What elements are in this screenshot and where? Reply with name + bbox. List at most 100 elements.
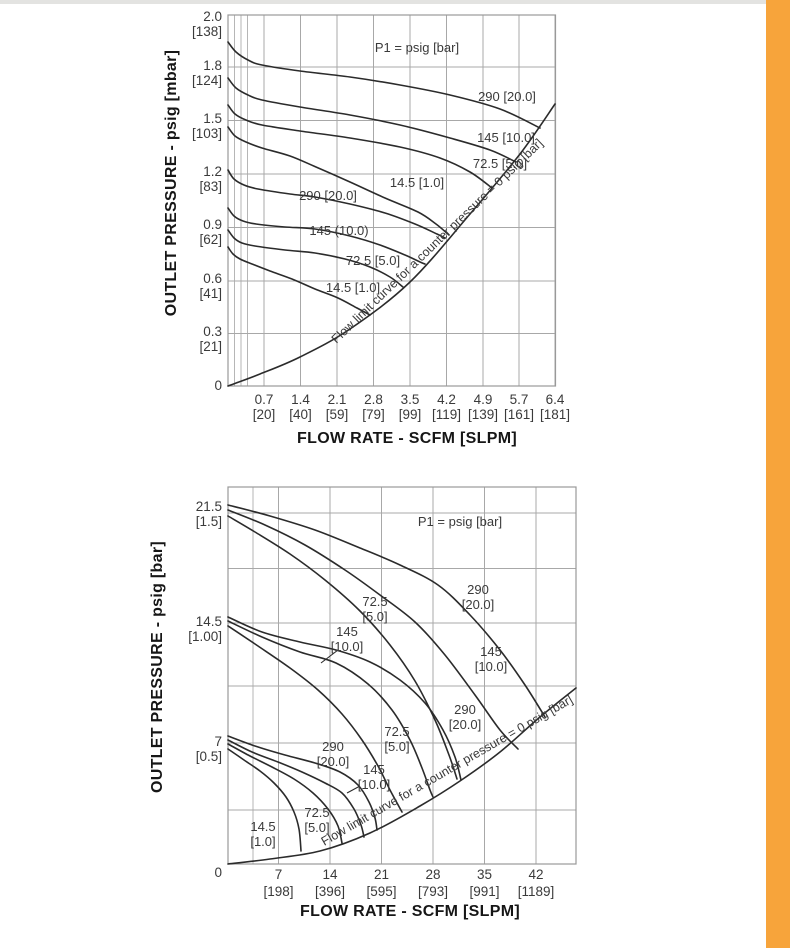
y-tick-label: 1.2 <box>203 164 222 179</box>
x-tick-label: 28 <box>425 867 440 882</box>
y-tick-label-alt: [124] <box>192 73 222 88</box>
y-tick-label: 0.9 <box>203 217 222 232</box>
curve-72.5-set21 <box>227 515 458 780</box>
x-tick-label: 35 <box>477 867 492 882</box>
label-145-lower: 145 (10.0) <box>309 223 368 238</box>
x-tick-label-alt: [181] <box>540 407 570 422</box>
x-tick-label-alt: [139] <box>468 407 498 422</box>
label-290-set7-line2: [20.0] <box>317 754 350 769</box>
y-tick-label-alt: [83] <box>199 179 222 194</box>
label-14.5-set7: 14.5 [1.0] <box>250 819 275 849</box>
y-tick-label: 0.6 <box>203 271 222 286</box>
curve-290-upper <box>227 41 541 129</box>
plot-frame <box>227 14 557 387</box>
curve-145-set21 <box>227 509 519 750</box>
label-14.5-set7-line2: [1.0] <box>250 834 275 849</box>
label-290-set21-line1: 290 <box>467 582 489 597</box>
y-axis-title: OUTLET PRESSURE - psig [bar] <box>149 541 166 793</box>
flow-limit-annotation: Flow limit curve for a counter pressure … <box>319 692 575 848</box>
y-tick-label: 21.5 <box>196 499 222 514</box>
curve-72.5-set14 <box>227 625 403 813</box>
x-tick-label-alt: [991] <box>469 884 499 899</box>
curve-flow-limit <box>227 687 577 865</box>
label-290-set7: 290 [20.0] <box>317 739 350 769</box>
label-72.5-lower: 72.5 [5.0] <box>346 253 400 268</box>
accent-stripe <box>766 0 790 948</box>
p1-legend: P1 = psig [bar] <box>418 514 502 529</box>
curve-145-lower <box>227 207 426 265</box>
label-145-set21-line2: [10.0] <box>475 659 508 674</box>
y-tick-label-alt: [62] <box>199 232 222 247</box>
x-tick-label: 14 <box>322 867 338 882</box>
y-tick-label-alt: [1.00] <box>188 629 222 644</box>
y-tick-label-alt: [1.5] <box>196 514 222 529</box>
label-290-set21: 290 [20.0] <box>462 582 495 612</box>
curve-14.5-lower <box>227 246 371 316</box>
y-tick-label: 7 <box>214 734 222 749</box>
x-tick-label: 2.8 <box>364 392 383 407</box>
label-145-set14-line1: 145 <box>336 624 358 639</box>
curve-72.5-upper <box>227 104 493 189</box>
x-tick-label: 21 <box>374 867 389 882</box>
x-tick-label: 5.7 <box>510 392 529 407</box>
x-tick-label-alt: [119] <box>432 407 461 422</box>
y-axis-title: OUTLET PRESSURE - psig [mbar] <box>163 50 180 317</box>
x-axis-title: FLOW RATE - SCFM [SLPM] <box>300 903 520 920</box>
y-tick-label: 1.8 <box>203 58 222 73</box>
curve-290-set7 <box>227 735 378 831</box>
curve-145-set7 <box>227 739 365 838</box>
y-tick-label-alt: [103] <box>192 126 222 141</box>
label-leader-line <box>320 649 339 664</box>
label-72.5-set21-line2: [5.0] <box>362 609 387 624</box>
x-tick-label-alt: [161] <box>504 407 534 422</box>
x-tick-label-alt: [99] <box>399 407 422 422</box>
x-tick-label: 42 <box>528 867 543 882</box>
label-290-set21-line2: [20.0] <box>462 597 495 612</box>
x-tick-label-alt: [595] <box>366 884 396 899</box>
label-72.5-set7-line2: [5.0] <box>304 820 329 835</box>
label-145-set14: 145 [10.0] <box>331 624 364 654</box>
x-tick-label: 4.2 <box>437 392 456 407</box>
x-axis-title: FLOW RATE - SCFM [SLPM] <box>297 430 517 447</box>
p1-legend: P1 = psig [bar] <box>375 40 459 55</box>
x-tick-label-alt: [396] <box>315 884 345 899</box>
x-tick-label-alt: [79] <box>362 407 385 422</box>
x-tick-label: 4.9 <box>474 392 493 407</box>
label-290-set14-line2: [20.0] <box>449 717 482 732</box>
label-145-set21: 145 [10.0] <box>475 644 508 674</box>
label-72.5-set7-line1: 72.5 <box>304 805 329 820</box>
x-tick-label-alt: [1189] <box>518 884 555 899</box>
y-tick-label: 1.5 <box>203 111 222 126</box>
label-290-set7-line1: 290 <box>322 739 344 754</box>
x-tick-label: 2.1 <box>328 392 347 407</box>
x-tick-label-alt: [59] <box>326 407 349 422</box>
curve-290-set21 <box>227 504 546 718</box>
label-72.5-set21: 72.5 [5.0] <box>362 594 387 624</box>
curve-290-lower <box>227 169 446 239</box>
label-290-lower: 290 [20.0] <box>299 188 357 203</box>
label-290-set14: 290 [20.0] <box>449 702 482 732</box>
label-72.5-set14: 72.5 [5.0] <box>384 724 409 754</box>
label-145-set7-line2: [10.0] <box>358 777 391 792</box>
y-tick-label: 2.0 <box>203 9 222 24</box>
curve-145-upper <box>227 77 517 163</box>
x-tick-label: 6.4 <box>546 392 565 407</box>
x-tick-label: 1.4 <box>291 392 310 407</box>
x-tick-label-alt: [198] <box>263 884 293 899</box>
label-72.5-upper: 72.5 [5.0] <box>473 156 527 171</box>
y-tick-label-alt: [21] <box>199 339 222 354</box>
flow-limit-annotation: Flow limit curve for a counter pressure … <box>329 136 546 346</box>
label-145-set14-line2: [10.0] <box>331 639 364 654</box>
x-tick-label-alt: [40] <box>289 407 312 422</box>
curve-flow-limit <box>227 103 556 387</box>
label-145-set7: 145 [10.0] <box>358 762 391 792</box>
label-290-set14-line1: 290 <box>454 702 476 717</box>
label-145-set7-line1: 145 <box>363 762 385 777</box>
label-72.5-set7: 72.5 [5.0] <box>304 805 329 835</box>
label-14.5-lower: 14.5 [1.0] <box>326 280 380 295</box>
plot-frame <box>227 486 577 865</box>
y-tick-label: 14.5 <box>196 614 222 629</box>
x-tick-label: 0.7 <box>255 392 274 407</box>
y-tick-label-alt: [138] <box>192 24 222 39</box>
